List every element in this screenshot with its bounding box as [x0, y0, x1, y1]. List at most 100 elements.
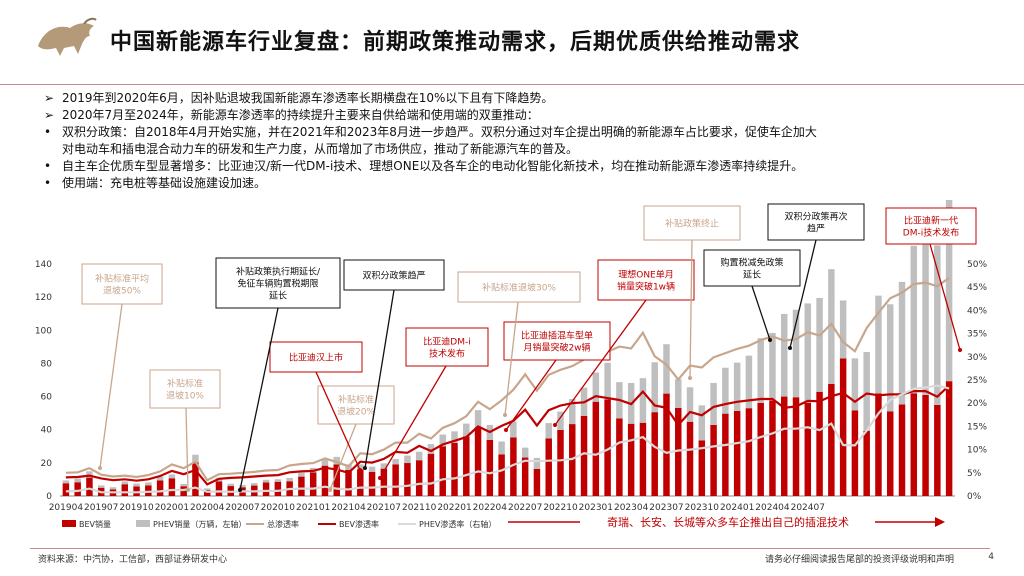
annotation-leader-dot	[958, 348, 962, 352]
phev-bar	[663, 344, 670, 394]
annotation-leader-dot	[363, 466, 367, 470]
bullet-item: • 双积分政策：自2018年4月开始实施，并在2021年和2023年8月进一步趋严…	[44, 124, 984, 141]
annotation-box	[405, 327, 489, 367]
bullet-item: 对电动车和插电混合动力车的研发和生产力度，从而增加了市场供应，推动了新能源汽车的…	[44, 141, 984, 158]
phev-bar	[451, 431, 458, 443]
bev-bar	[781, 396, 788, 496]
annotation-box	[703, 249, 801, 287]
bullet-item: • 使用端：充电桩等基础设施建设加速。	[44, 175, 984, 192]
phev-bar	[156, 476, 164, 481]
annotation-text: 延长	[269, 290, 287, 302]
annotation-text: 免征车辆购置税期限	[237, 278, 318, 290]
x-tick-label: 202304	[614, 503, 649, 513]
chart-area: 0 20 40 60 80 100 120 140 0% 5% 10% 15% 20% 25% 30% 35%…	[0, 198, 1024, 544]
y-right-tick-label: 20%	[967, 399, 987, 409]
bullet-marker	[44, 141, 62, 158]
bev-bar	[639, 422, 647, 496]
phev-bar	[651, 362, 658, 413]
bev-bar	[663, 393, 670, 496]
bev-bar	[733, 410, 741, 496]
annotation-text: 双积分政策趋严	[362, 270, 425, 282]
phev-bar	[439, 434, 446, 447]
phev-bar	[910, 245, 918, 394]
y-left-tick-label: 120	[35, 293, 52, 303]
phev-bar	[121, 481, 129, 485]
phev-bar	[262, 479, 270, 483]
phev-bar	[404, 455, 411, 464]
y-left-tick-label: 60	[41, 393, 53, 403]
annotation-leader	[185, 407, 189, 491]
bev-bar	[262, 482, 270, 496]
y-right-tick-label: 25%	[967, 376, 987, 386]
x-tick-label: 202010	[261, 503, 296, 513]
y-left-tick-label: 140	[35, 260, 52, 270]
phev-bar	[168, 474, 176, 479]
phev-bar	[816, 297, 823, 392]
bev-bar	[145, 485, 152, 496]
bev-bar	[180, 486, 187, 496]
bev-bar	[851, 410, 859, 496]
bullet-marker: ➢	[44, 108, 55, 122]
bev-bar	[651, 412, 658, 496]
phev-bar	[922, 230, 929, 395]
phev-bar	[286, 477, 293, 482]
bev-bar	[121, 484, 129, 496]
annotation-leader	[929, 243, 961, 351]
bev-bar	[133, 486, 140, 496]
bev-bar	[898, 404, 906, 496]
annotation-leader-dot	[358, 468, 362, 472]
annotation-text: 双积分政策再次	[784, 211, 847, 223]
phev-bar	[533, 457, 541, 469]
bev-bar	[945, 381, 953, 496]
phev-bar	[875, 295, 882, 394]
bev-bar	[86, 477, 93, 496]
x-tick-label: 202107	[367, 503, 401, 513]
phev-bar	[357, 464, 364, 470]
bev-bar	[215, 481, 223, 496]
bullet-item: • 自主车企优质车型显著增多：比亚迪汉/新一代DM-i技术、理想ONE以及各车企的…	[44, 158, 984, 175]
bev-bar	[675, 408, 682, 496]
annotation-box	[457, 271, 581, 303]
annotation-text: 补贴标准退坡30%	[482, 282, 556, 294]
legend-label: PHEV渗透率（右轴）	[419, 519, 496, 529]
x-tick-label: 202210	[543, 503, 578, 513]
annotation-leader-dot	[504, 428, 508, 432]
annotation-leader	[789, 239, 817, 349]
phev-bar	[839, 300, 847, 359]
bev-bar	[463, 436, 470, 496]
footer-divider	[30, 548, 990, 549]
bev-bar	[580, 415, 588, 496]
annotation-text: 退坡10%	[166, 390, 204, 402]
phev-bar	[498, 441, 505, 455]
bev-bar	[910, 393, 918, 496]
bev-bar	[439, 446, 446, 496]
phev-bar	[474, 410, 482, 428]
x-tick-label: 202407	[791, 503, 825, 513]
annotation-box	[885, 207, 977, 245]
annotation-text: 比亚迪新一代	[904, 215, 958, 227]
annotation-box	[269, 341, 363, 373]
bev-bar	[521, 457, 529, 496]
bev-bar	[392, 464, 399, 496]
phev-bar	[698, 405, 706, 441]
x-tick-label: 202201	[437, 503, 471, 513]
bottom-banner-text: 奇瑞、长安、长城等众多车企推出自己的插混技术	[607, 515, 849, 529]
bev-bar	[545, 438, 552, 496]
phev-bar	[886, 304, 894, 412]
phev-bar	[380, 463, 388, 469]
header: 中国新能源车行业复盘：前期政策推动需求，后期优质供给推动需求	[0, 0, 1024, 80]
bev-bar	[533, 468, 541, 496]
bev-bar	[698, 440, 706, 496]
phev-bar	[180, 483, 187, 487]
annotation-leader	[689, 239, 693, 379]
phev-bar	[463, 423, 470, 437]
bev-bar	[486, 439, 494, 496]
bev-bar	[686, 421, 694, 496]
bev-bar	[192, 462, 199, 496]
x-tick-label: 202007	[225, 503, 259, 513]
bev-bar	[792, 397, 800, 496]
footer: 资料来源：中汽协，工信部，西部证券研发中心 请务必仔细阅读报告尾部的投资评级说明…	[0, 548, 1024, 576]
annotation-leader-dot	[378, 476, 382, 480]
y-right-tick-label: 35%	[967, 330, 987, 340]
y-left-tick-label: 0	[46, 492, 52, 502]
